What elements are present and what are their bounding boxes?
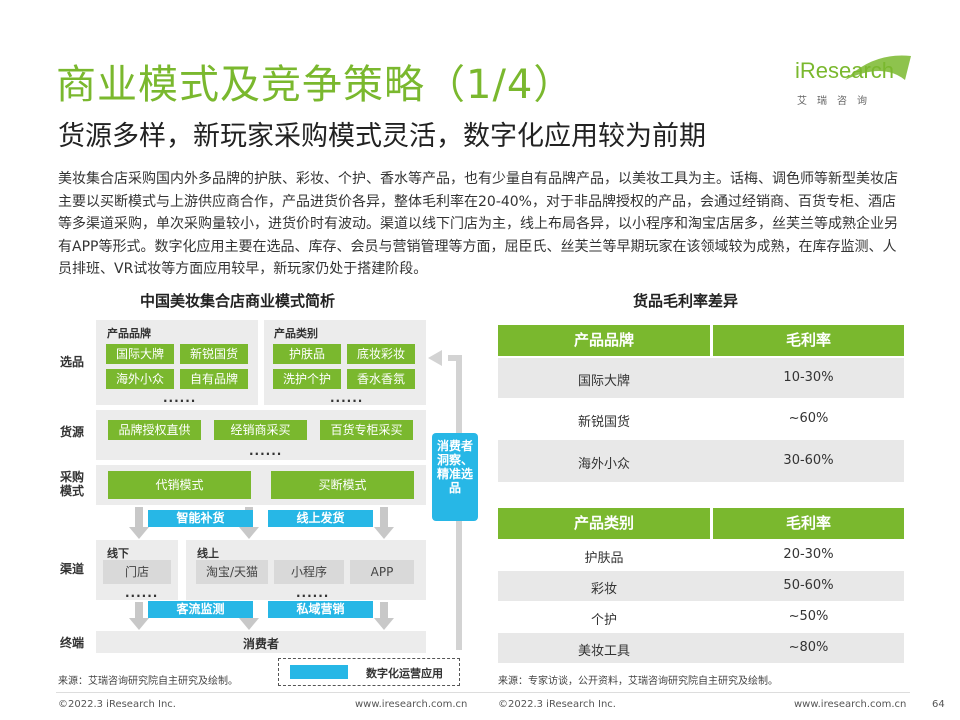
footer-url-right: www.iresearch.com.cn xyxy=(794,699,907,710)
intro-paragraph: 美妆集合店采购国内外多品牌的护肤、彩妆、个护、香水等产品，也有少量自有品牌产品，… xyxy=(58,171,898,277)
down-arrow-icon xyxy=(239,527,259,539)
table-cell: 个护 xyxy=(590,613,617,628)
margin-source: 来源：专家访谈，公开资料，艾瑞咨询研究院自主研究及绘制。 xyxy=(498,676,778,687)
table-row xyxy=(498,399,904,439)
table-row xyxy=(498,602,904,632)
feedback-box: 消费者洞察、精准选品 xyxy=(432,433,478,521)
diagram-source: 来源：艾瑞咨询研究院自主研究及绘制。 xyxy=(58,676,238,687)
flow-arrow-stem xyxy=(135,602,143,620)
table-cell: 30-60% xyxy=(783,453,834,468)
table-cell: 新锐国货 xyxy=(577,415,630,430)
legend-label: 数字化运营应用 xyxy=(366,667,443,680)
source-item: 经销商采买 xyxy=(214,420,307,440)
offline-more: ...... xyxy=(125,586,159,600)
brand-item: 国际大牌 xyxy=(106,344,174,364)
logo-swoosh-icon xyxy=(845,55,911,80)
online-item: APP xyxy=(350,560,414,584)
table-cell: ~80% xyxy=(788,640,829,655)
logo-brand: iResearch xyxy=(795,58,895,83)
category-group-title: 产品类别 xyxy=(274,327,318,340)
footer-copyright-left: ©2022.3 iResearch Inc. xyxy=(58,699,176,710)
down-arrow-icon xyxy=(129,618,149,630)
diagram-title: 中国美妆集合店商业模式简析 xyxy=(140,292,336,310)
category-item: 底妆彩妆 xyxy=(347,344,415,364)
brand-item: 自有品牌 xyxy=(180,369,248,389)
table-cell: 50-60% xyxy=(783,578,834,593)
legend-box xyxy=(278,658,460,686)
legend-swatch xyxy=(290,665,348,679)
offline-item: 门店 xyxy=(103,560,171,584)
page-subtitle: 货源多样，新玩家采购模式灵活，数字化应用较为前期 xyxy=(58,121,706,152)
brand-more: ...... xyxy=(163,391,197,405)
table-cell: 护肤品 xyxy=(584,551,624,566)
down-arrow-icon xyxy=(374,527,394,539)
digital-tag: 客流监测 xyxy=(148,601,253,618)
terminal-band xyxy=(96,631,426,653)
footer-url-left: www.iresearch.com.cn xyxy=(355,699,468,710)
table-cell: 国际大牌 xyxy=(577,374,630,389)
procurement-item: 买断模式 xyxy=(271,471,414,499)
flow-arrow-stem xyxy=(380,507,388,529)
margin-section-title: 货品毛利率差异 xyxy=(633,292,739,310)
brand-table-header: 毛利率 xyxy=(713,325,904,356)
feedback-arrow-head-icon xyxy=(428,350,442,366)
digital-tag: 线上发货 xyxy=(268,510,373,527)
source-item: 百货专柜采买 xyxy=(320,420,413,440)
brand-item: 海外小众 xyxy=(106,369,174,389)
table-cell: 美妆工具 xyxy=(577,644,630,659)
category-table-header: 毛利率 xyxy=(713,508,904,539)
digital-tag: 私域营销 xyxy=(268,601,373,618)
down-arrow-icon xyxy=(239,618,259,630)
footer-copyright-right: ©2022.3 iResearch Inc. xyxy=(498,699,616,710)
row-label-procurement: 采购 模式 xyxy=(59,470,84,498)
table-cell: ~60% xyxy=(788,411,829,426)
down-arrow-icon xyxy=(129,527,149,539)
category-table-header: 产品类别 xyxy=(498,508,710,539)
row-label-selection: 选品 xyxy=(59,355,84,369)
footer-divider xyxy=(56,692,910,693)
online-title: 线上 xyxy=(197,547,219,560)
source-item: 品牌授权直供 xyxy=(108,420,201,440)
flow-arrow-stem xyxy=(135,507,143,529)
page-title: 商业模式及竞争策略（1/4） xyxy=(56,62,575,108)
down-arrow-icon xyxy=(374,618,394,630)
table-row xyxy=(498,571,904,601)
source-more: ...... xyxy=(249,444,283,458)
brand-item: 新锐国货 xyxy=(180,344,248,364)
table-cell: 20-30% xyxy=(783,547,834,562)
logo-tagline: 艾瑞咨询 xyxy=(797,96,877,107)
digital-tag: 智能补货 xyxy=(148,510,253,527)
category-more: ...... xyxy=(330,391,364,405)
category-item: 洗护个护 xyxy=(273,369,341,389)
table-cell: ~50% xyxy=(788,609,829,624)
table-row xyxy=(498,358,904,398)
page-number: 64 xyxy=(932,699,945,710)
table-cell: 海外小众 xyxy=(577,457,630,472)
brand-table-header: 产品品牌 xyxy=(498,325,710,356)
row-label-sourcing: 货源 xyxy=(59,425,84,439)
table-row xyxy=(498,540,904,570)
brand-group-title: 产品品牌 xyxy=(107,327,151,340)
row-label-channel: 渠道 xyxy=(59,562,84,576)
procurement-item: 代销模式 xyxy=(108,471,251,499)
category-item: 护肤品 xyxy=(273,344,341,364)
online-more: ...... xyxy=(296,586,330,600)
online-item: 淘宝/天猫 xyxy=(196,560,268,584)
table-cell: 10-30% xyxy=(783,370,834,385)
iresearch-logo: iResearch 艾瑞咨询 xyxy=(795,50,911,107)
flow-arrow-stem xyxy=(380,602,388,620)
terminal-label: 消费者 xyxy=(242,637,279,651)
table-row xyxy=(498,440,904,482)
table-cell: 彩妆 xyxy=(590,582,617,597)
offline-title: 线下 xyxy=(107,547,129,560)
table-row xyxy=(498,633,904,663)
online-item: 小程序 xyxy=(274,560,344,584)
category-item: 香水香氛 xyxy=(347,369,415,389)
row-label-terminal: 终端 xyxy=(59,636,84,650)
